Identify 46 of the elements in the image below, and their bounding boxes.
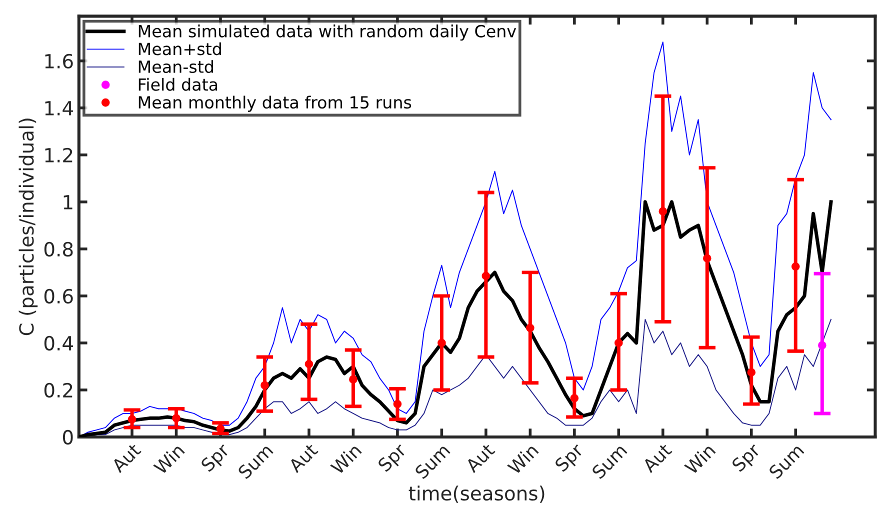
y-tick-label: 1.4 (45, 101, 73, 116)
x-axis-title: time(seasons) (408, 486, 544, 503)
y-tick-label: 0 (62, 430, 73, 445)
y-tick-label: 1.2 (45, 148, 72, 162)
point (216, 424, 225, 433)
point (658, 207, 668, 216)
x-tick-label: Win (684, 442, 716, 476)
x-tick-label: Win (506, 442, 539, 476)
y-tick-label: 1 (64, 195, 72, 210)
line-series (78, 200, 833, 437)
x-tick-label: Win (330, 442, 362, 476)
legend-label: Mean monthly data from 15 runs (138, 96, 412, 112)
point (349, 375, 358, 384)
point (791, 262, 800, 271)
x-tick-label: Win (152, 442, 185, 476)
point (702, 254, 712, 262)
legend-label: Mean simulated data with random daily Cenv (138, 24, 516, 41)
point (128, 415, 136, 424)
y-tick-label: 0.6 (44, 288, 73, 304)
legend-label: Field data (138, 78, 218, 91)
point (304, 360, 314, 368)
x-tick-label: Aut (110, 442, 142, 474)
y-tick-label: 0.8 (44, 242, 73, 257)
x-tick-label: Spr (200, 442, 233, 475)
point (747, 368, 756, 376)
y-axis-title: C (particles/individual) (18, 118, 38, 336)
y-tick-label: 1.6 (45, 54, 73, 69)
y-tick-label: 0.2 (44, 382, 72, 398)
x-tick-label: Spr (554, 442, 587, 475)
legend-label: Mean+std (138, 42, 221, 56)
x-tick-label: Spr (377, 442, 410, 475)
point (172, 414, 180, 422)
point (438, 338, 446, 348)
point (526, 324, 534, 332)
x-tick-label: Spr (730, 442, 764, 475)
point (614, 338, 623, 348)
x-tick-label: Aut (464, 442, 496, 474)
point (393, 400, 402, 408)
point (482, 272, 490, 280)
legend-label: Mean-std (138, 60, 213, 74)
point (570, 394, 579, 402)
x-tick-label: Aut (642, 442, 672, 474)
point (260, 381, 269, 390)
y-tick-label: 0.4 (44, 336, 73, 351)
x-tick-label: Aut (288, 442, 319, 474)
point (818, 341, 826, 350)
